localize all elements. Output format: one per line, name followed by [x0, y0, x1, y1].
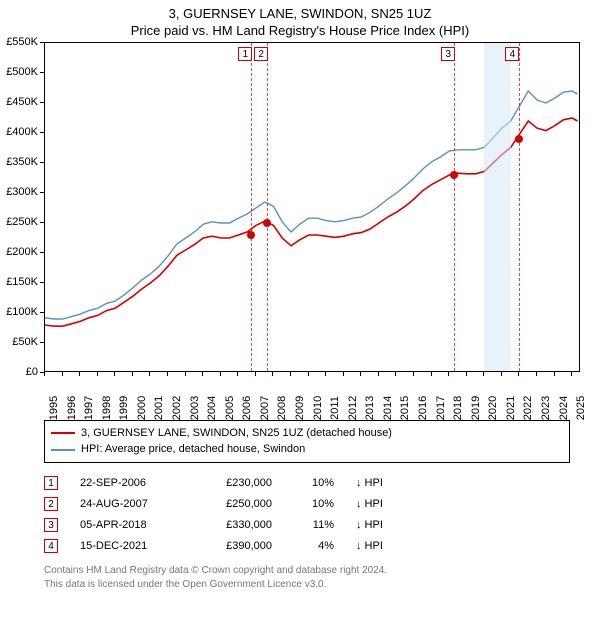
x-axis-tick-label: 2020	[487, 396, 499, 420]
x-axis-tick-label: 2015	[399, 396, 411, 420]
sale-point	[515, 135, 523, 143]
x-axis-tick-label: 2005	[224, 396, 236, 420]
legend-label: 3, GUERNSEY LANE, SWINDON, SN25 1UZ (det…	[81, 425, 392, 442]
legend-swatch	[51, 432, 75, 434]
x-axis-tick-label: 1996	[66, 396, 78, 420]
transaction-index: 4	[44, 539, 58, 553]
chart-title: 3, GUERNSEY LANE, SWINDON, SN25 1UZ	[0, 0, 600, 23]
legend-box: 3, GUERNSEY LANE, SWINDON, SN25 1UZ (det…	[44, 420, 570, 463]
x-axis-tick-label: 2003	[189, 396, 201, 420]
event-vline	[267, 43, 268, 371]
y-axis-tick-label: £500K	[0, 66, 38, 78]
transaction-date: 05-APR-2018	[80, 515, 180, 536]
legend-swatch	[51, 449, 75, 451]
transaction-pct: 11%	[294, 515, 334, 536]
x-axis-tick-label: 2009	[294, 396, 306, 420]
x-axis-tick-label: 2013	[364, 396, 376, 420]
x-axis-tick-label: 2023	[540, 396, 552, 420]
x-axis-tick-label: 2000	[136, 396, 148, 420]
transaction-pct: 4%	[294, 536, 334, 557]
y-axis-tick-label: £250K	[0, 216, 38, 228]
x-axis-tick-label: 2016	[417, 396, 429, 420]
attribution-line: This data is licensed under the Open Gov…	[44, 578, 570, 592]
x-axis-tick-label: 2002	[171, 396, 183, 420]
y-axis-tick-label: £450K	[0, 96, 38, 108]
event-marker: 1	[238, 47, 252, 61]
x-axis-tick-label: 2006	[241, 396, 253, 420]
attribution: Contains HM Land Registry data © Crown c…	[44, 564, 570, 591]
sale-point	[450, 171, 458, 179]
y-axis-tick-label: £100K	[0, 306, 38, 318]
x-axis-tick-label: 2025	[575, 396, 587, 420]
sale-point	[247, 231, 255, 239]
transaction-price: £230,000	[202, 473, 272, 494]
x-axis-tick-label: 2024	[558, 396, 570, 420]
y-axis-tick-label: £550K	[0, 36, 38, 48]
y-axis-tick-label: £200K	[0, 246, 38, 258]
transaction-price: £250,000	[202, 494, 272, 515]
x-axis-tick-label: 2012	[347, 396, 359, 420]
transaction-price: £330,000	[202, 515, 272, 536]
x-axis-tick-label: 2022	[522, 396, 534, 420]
y-axis-tick-label: £300K	[0, 186, 38, 198]
transaction-index: 1	[44, 476, 58, 490]
transaction-relation: ↓ HPI	[356, 536, 383, 557]
transaction-index: 3	[44, 518, 58, 532]
x-axis-tick-label: 2011	[329, 396, 341, 420]
x-axis-tick-label: 2004	[206, 396, 218, 420]
transaction-row: 3 05-APR-2018 £330,000 11% ↓ HPI	[44, 515, 570, 536]
event-marker: 2	[254, 47, 268, 61]
y-axis-tick-label: £50K	[0, 336, 38, 348]
sale-point	[263, 219, 271, 227]
event-marker: 4	[505, 47, 519, 61]
shaded-period	[484, 43, 510, 371]
y-axis-tick-label: £0	[0, 366, 38, 378]
x-axis-tick-label: 2014	[382, 396, 394, 420]
chart-subtitle: Price paid vs. HM Land Registry's House …	[0, 23, 600, 42]
legend-item: 3, GUERNSEY LANE, SWINDON, SN25 1UZ (det…	[51, 425, 563, 442]
transaction-pct: 10%	[294, 494, 334, 515]
transaction-price: £390,000	[202, 536, 272, 557]
event-vline	[454, 43, 455, 371]
y-axis-tick-label: £400K	[0, 126, 38, 138]
x-axis-tick-label: 1999	[118, 396, 130, 420]
event-vline	[251, 43, 252, 371]
transaction-relation: ↓ HPI	[356, 515, 383, 536]
transaction-pct: 10%	[294, 473, 334, 494]
transaction-row: 2 24-AUG-2007 £250,000 10% ↓ HPI	[44, 494, 570, 515]
x-axis-tick-label: 2017	[435, 396, 447, 420]
x-axis-tick-label: 1995	[48, 396, 60, 420]
transaction-row: 4 15-DEC-2021 £390,000 4% ↓ HPI	[44, 536, 570, 557]
x-axis-tick-label: 2001	[153, 396, 165, 420]
transaction-relation: ↓ HPI	[356, 494, 383, 515]
transaction-table: 1 22-SEP-2006 £230,000 10% ↓ HPI 2 24-AUG-2007…	[44, 473, 570, 557]
event-vline	[519, 43, 520, 371]
plot-region: 12 3 4	[44, 42, 580, 372]
x-axis-tick-label: 2021	[505, 396, 517, 420]
x-axis-tick-label: 2010	[312, 396, 324, 420]
attribution-line: Contains HM Land Registry data © Crown c…	[44, 564, 570, 578]
y-axis-tick-label: £350K	[0, 156, 38, 168]
transaction-date: 15-DEC-2021	[80, 536, 180, 557]
x-axis-tick-label: 1998	[101, 396, 113, 420]
legend-label: HPI: Average price, detached house, Swin…	[81, 441, 305, 458]
event-marker: 3	[441, 47, 455, 61]
transaction-row: 1 22-SEP-2006 £230,000 10% ↓ HPI	[44, 473, 570, 494]
transaction-relation: ↓ HPI	[356, 473, 383, 494]
legend-item: HPI: Average price, detached house, Swin…	[51, 441, 563, 458]
transaction-date: 22-SEP-2006	[80, 473, 180, 494]
x-axis-tick-label: 2008	[276, 396, 288, 420]
x-axis-tick-label: 2007	[259, 396, 271, 420]
x-axis-tick-label: 2018	[452, 396, 464, 420]
transaction-index: 2	[44, 497, 58, 511]
x-axis-tick-label: 2019	[470, 396, 482, 420]
x-axis-tick-label: 1997	[83, 396, 95, 420]
transaction-date: 24-AUG-2007	[80, 494, 180, 515]
y-axis-tick-label: £150K	[0, 276, 38, 288]
chart-area: 12 3 4 £0 £50K £100K £150K £200K £250K £300K £350…	[0, 42, 600, 412]
